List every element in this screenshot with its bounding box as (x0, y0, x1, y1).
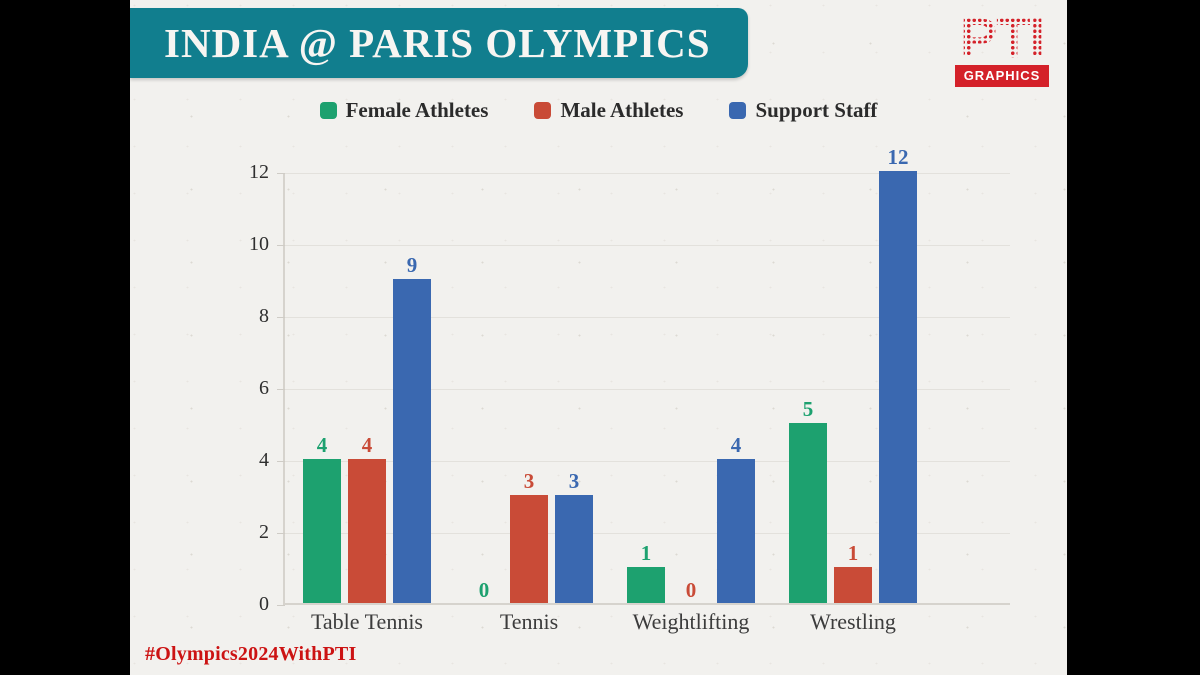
bar-value-label: 3 (568, 469, 580, 493)
bar (510, 495, 548, 603)
y-axis-tick (277, 461, 285, 462)
chart-legend: Female Athletes Male Athletes Support St… (130, 98, 1067, 123)
bar-value-label: 4 (316, 433, 328, 457)
y-axis-tick (277, 605, 285, 606)
bar-chart-plot-area: 0 2 4 6 8 10 12 4 4 9 Table Tennis 0 3 3 Tennis 1 0 4 Weig… (249, 145, 1010, 634)
y-axis-label: 8 (259, 305, 269, 328)
bar-value-label: 1 (847, 541, 859, 565)
legend-item-support-staff: Support Staff (729, 98, 877, 123)
bar (348, 459, 386, 603)
y-axis-tick (277, 389, 285, 390)
y-axis-tick (277, 533, 285, 534)
legend-label: Support Staff (755, 98, 878, 122)
y-axis-label: 0 (259, 593, 269, 616)
legend-item-male-athletes: Male Athletes (534, 98, 683, 123)
title-banner: INDIA @ PARIS OLYMPICS (130, 8, 748, 78)
bar (717, 459, 755, 603)
x-axis-label: Table Tennis (311, 609, 423, 634)
bar-value-label: 4 (361, 433, 373, 457)
male-athletes-swatch-icon (534, 102, 552, 119)
female-athletes-swatch-icon (319, 102, 337, 119)
bar-value-label: 1 (640, 541, 652, 565)
y-axis-tick (277, 173, 285, 174)
bar-value-label: 9 (406, 253, 418, 277)
hashtag-text: #Olympics2024WithPTI (145, 643, 357, 665)
content-canvas: INDIA @ PARIS OLYMPICS PTI GRAPHICS Fema… (130, 0, 1067, 675)
bar (303, 459, 341, 603)
gridline (285, 533, 1010, 534)
gridline (285, 317, 1010, 318)
bar-value-label: 0 (685, 578, 697, 602)
x-axis-label: Wrestling (810, 609, 896, 634)
legend-item-female-athletes: Female Athletes (319, 98, 489, 123)
bar (789, 423, 827, 603)
bar-value-label: 5 (802, 397, 814, 421)
pti-logo-text: PTI (959, 6, 1045, 69)
gridline (285, 245, 1010, 246)
bar-value-label: 4 (730, 433, 742, 457)
gridline (285, 173, 1010, 174)
x-axis-label: Tennis (499, 609, 559, 634)
gridline (285, 389, 1010, 390)
support-staff-swatch-icon (729, 102, 747, 119)
y-axis-label: 12 (249, 161, 269, 184)
bar (393, 279, 431, 603)
y-axis-label: 2 (259, 521, 269, 544)
pti-graphics-logo: PTI GRAPHICS (955, 6, 1049, 87)
legend-label: Female Athletes (345, 98, 489, 122)
y-axis-label: 4 (259, 449, 269, 472)
y-axis-tick (277, 245, 285, 246)
page-title: INDIA @ PARIS OLYMPICS (164, 20, 711, 66)
bar (879, 171, 917, 603)
bar (834, 567, 872, 603)
legend-label: Male Athletes (560, 98, 684, 122)
bar (627, 567, 665, 603)
pti-logo-subtext: GRAPHICS (955, 65, 1049, 87)
gridline (285, 461, 1010, 462)
y-axis-label: 6 (259, 377, 269, 400)
bar-value-label: 0 (478, 578, 490, 602)
bar (555, 495, 593, 603)
y-axis-tick (277, 317, 285, 318)
bar-value-label: 3 (523, 469, 535, 493)
y-axis-label: 10 (249, 233, 269, 256)
x-axis-label: Weightlifting (632, 609, 750, 634)
bar-value-label: 12 (887, 145, 909, 169)
